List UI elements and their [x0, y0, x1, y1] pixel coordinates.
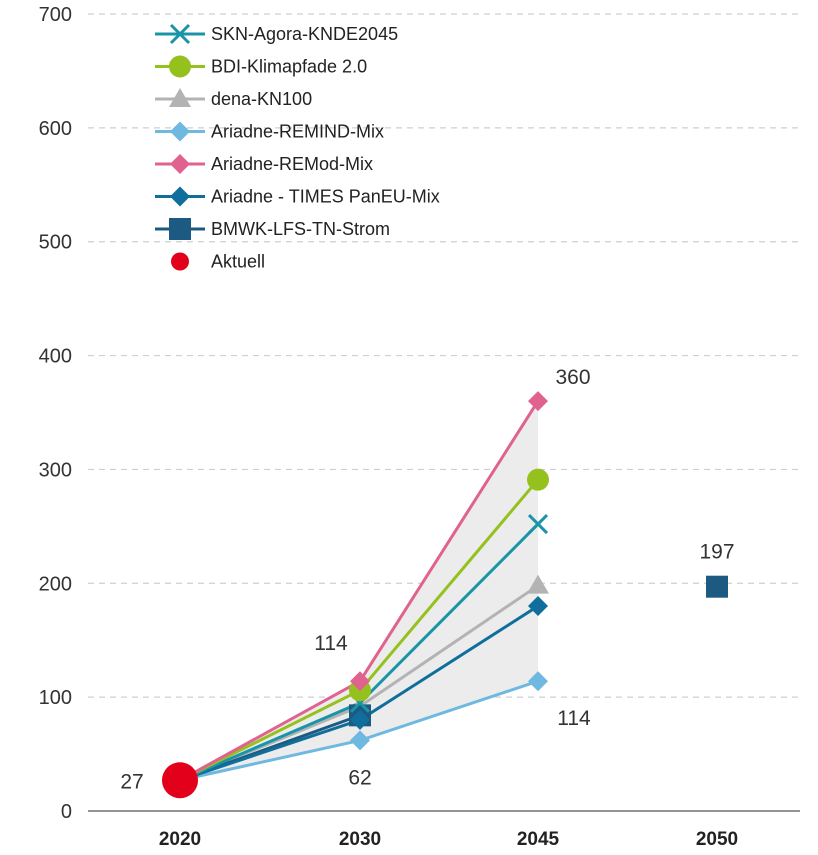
x-marker-stroke [169, 23, 191, 45]
data-label: 114 [557, 707, 591, 730]
legend-label: BDI-Klimapfade 2.0 [211, 57, 367, 77]
data-point [350, 709, 370, 730]
data-point [528, 596, 548, 617]
legend-marker [170, 121, 190, 142]
legend-label: Ariadne-REMIND-Mix [211, 122, 384, 142]
x-tick-label: 2020 [159, 829, 201, 850]
legend-label: Aktuell [211, 252, 265, 272]
legend-item: dena-KN100 [155, 88, 312, 109]
x-axis: 2020 2030 2045 2050 [88, 810, 800, 850]
legend-marker [170, 154, 190, 174]
y-tick-label: 700 [39, 4, 72, 26]
legend-marker [170, 186, 190, 207]
legend: SKN-Agora-KNDE2045 BDI-Klimapfade 2.0 dena… [155, 23, 440, 272]
legend-marker [171, 252, 189, 271]
series-markers [162, 391, 728, 799]
data-label: 360 [555, 366, 590, 389]
data-label: 27 [120, 770, 143, 793]
legend-item: Ariadne - TIMES PanEU-Mix [155, 186, 440, 207]
range-band-area [180, 401, 538, 781]
x-tick-label: 2045 [517, 829, 560, 850]
legend-item: SKN-Agora-KNDE2045 [155, 23, 398, 45]
y-axis-ticks: 0 100 200 300 400 500 600 700 [39, 4, 72, 823]
data-point [527, 468, 549, 491]
y-tick-label: 600 [39, 118, 72, 140]
legend-item: Aktuell [171, 252, 265, 272]
x-tick-label: 2030 [339, 829, 381, 850]
y-tick-label: 500 [39, 232, 72, 254]
legend-item: Ariadne-REMIND-Mix [155, 121, 384, 142]
y-tick-label: 0 [61, 801, 72, 823]
data-point [528, 391, 548, 412]
y-tick-label: 400 [39, 346, 72, 368]
legend-marker [169, 88, 191, 107]
range-band [180, 401, 538, 781]
data-labels: 27 114 62 360 114 197 [120, 366, 734, 793]
data-point [350, 730, 370, 751]
data-point [527, 574, 549, 594]
x-marker-stroke [527, 514, 549, 535]
y-tick-label: 200 [39, 573, 72, 595]
data-point [528, 671, 548, 692]
legend-item: Ariadne-REMod-Mix [155, 154, 373, 174]
x-tick-label: 2050 [696, 829, 738, 850]
data-point [527, 514, 549, 535]
legend-item: BMWK-LFS-TN-Strom [155, 218, 390, 240]
legend-marker [169, 23, 191, 45]
legend-marker [169, 218, 191, 240]
data-label: 197 [699, 541, 734, 564]
legend-marker [169, 55, 191, 78]
legend-item: BDI-Klimapfade 2.0 [155, 55, 367, 78]
data-point [706, 575, 728, 598]
legend-label: dena-KN100 [211, 89, 312, 109]
legend-label: Ariadne-REMod-Mix [211, 154, 373, 174]
y-tick-label: 300 [39, 459, 72, 481]
data-point [350, 671, 370, 692]
data-label: 62 [348, 766, 371, 789]
legend-label: SKN-Agora-KNDE2045 [211, 24, 398, 44]
y-tick-label: 100 [39, 687, 72, 709]
data-label: 114 [314, 632, 348, 655]
legend-label: Ariadne - TIMES PanEU-Mix [211, 187, 440, 207]
legend-label: BMWK-LFS-TN-Strom [211, 219, 390, 239]
aktuell-point [162, 762, 198, 799]
